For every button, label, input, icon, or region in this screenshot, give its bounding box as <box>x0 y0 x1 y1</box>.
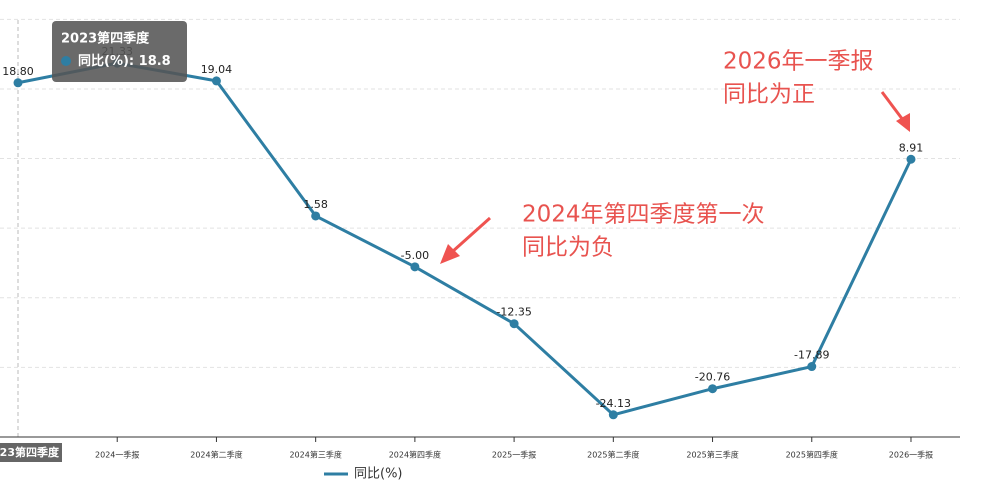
tooltip-dot <box>61 56 71 66</box>
x-tick-label: 2024一季报 <box>95 450 139 460</box>
annotation: 同比为负 <box>522 235 614 261</box>
annotation: 同比为正 <box>723 82 815 108</box>
axis-pointer-label-box <box>0 443 62 462</box>
value-label: 1.58 <box>303 198 328 211</box>
point <box>410 262 420 272</box>
point <box>211 76 221 86</box>
value-label: -24.13 <box>596 397 631 410</box>
point <box>311 211 321 221</box>
value-label: -17.89 <box>794 349 829 362</box>
tooltip-text: 同比(%): 18.8 <box>78 53 171 69</box>
point <box>13 78 23 88</box>
value-label: 19.04 <box>201 63 233 76</box>
point <box>906 154 916 164</box>
point <box>807 362 817 372</box>
x-tick-label: 2025一季报 <box>492 450 536 460</box>
arrow-head <box>440 244 460 264</box>
point <box>509 319 519 329</box>
tooltip: 2023第四季度 同比(%): 18.8 <box>52 21 187 82</box>
value-label: 8.91 <box>899 141 924 154</box>
tooltip-series: 同比(%) <box>78 53 129 69</box>
x-tick-label: 2024第四季度 <box>389 450 441 460</box>
tooltip-title: 2023第四季度 <box>61 31 150 47</box>
tooltip-sep: : <box>129 54 139 69</box>
point <box>608 410 618 420</box>
axis-pointer-label: 2023第四季度 <box>0 445 60 459</box>
arrow <box>880 91 905 121</box>
value-label: -12.35 <box>496 306 531 319</box>
legend-label: 同比(%) <box>354 467 403 482</box>
value-label: -5.00 <box>401 249 429 262</box>
x-tick-label: 2024第二季度 <box>190 450 242 460</box>
annotation: 2024年第四季度第一次 <box>522 202 765 228</box>
tooltip-box <box>52 21 187 82</box>
tooltip-value: 18.8 <box>139 54 171 69</box>
annotation: 2026年一季报 <box>723 49 874 75</box>
x-tick-label: 2024第三季度 <box>289 450 341 460</box>
arrow <box>450 216 492 254</box>
value-label: -20.76 <box>695 371 730 384</box>
arrow-head <box>896 113 910 132</box>
point <box>708 384 718 394</box>
x-tick-label: 2025第二季度 <box>587 450 639 460</box>
x-tick-label: 2025第四季度 <box>786 450 838 460</box>
x-tick-label: 2026一季报 <box>889 450 933 460</box>
value-label: 18.80 <box>2 65 34 78</box>
x-tick-label: 2025第三季度 <box>686 450 738 460</box>
